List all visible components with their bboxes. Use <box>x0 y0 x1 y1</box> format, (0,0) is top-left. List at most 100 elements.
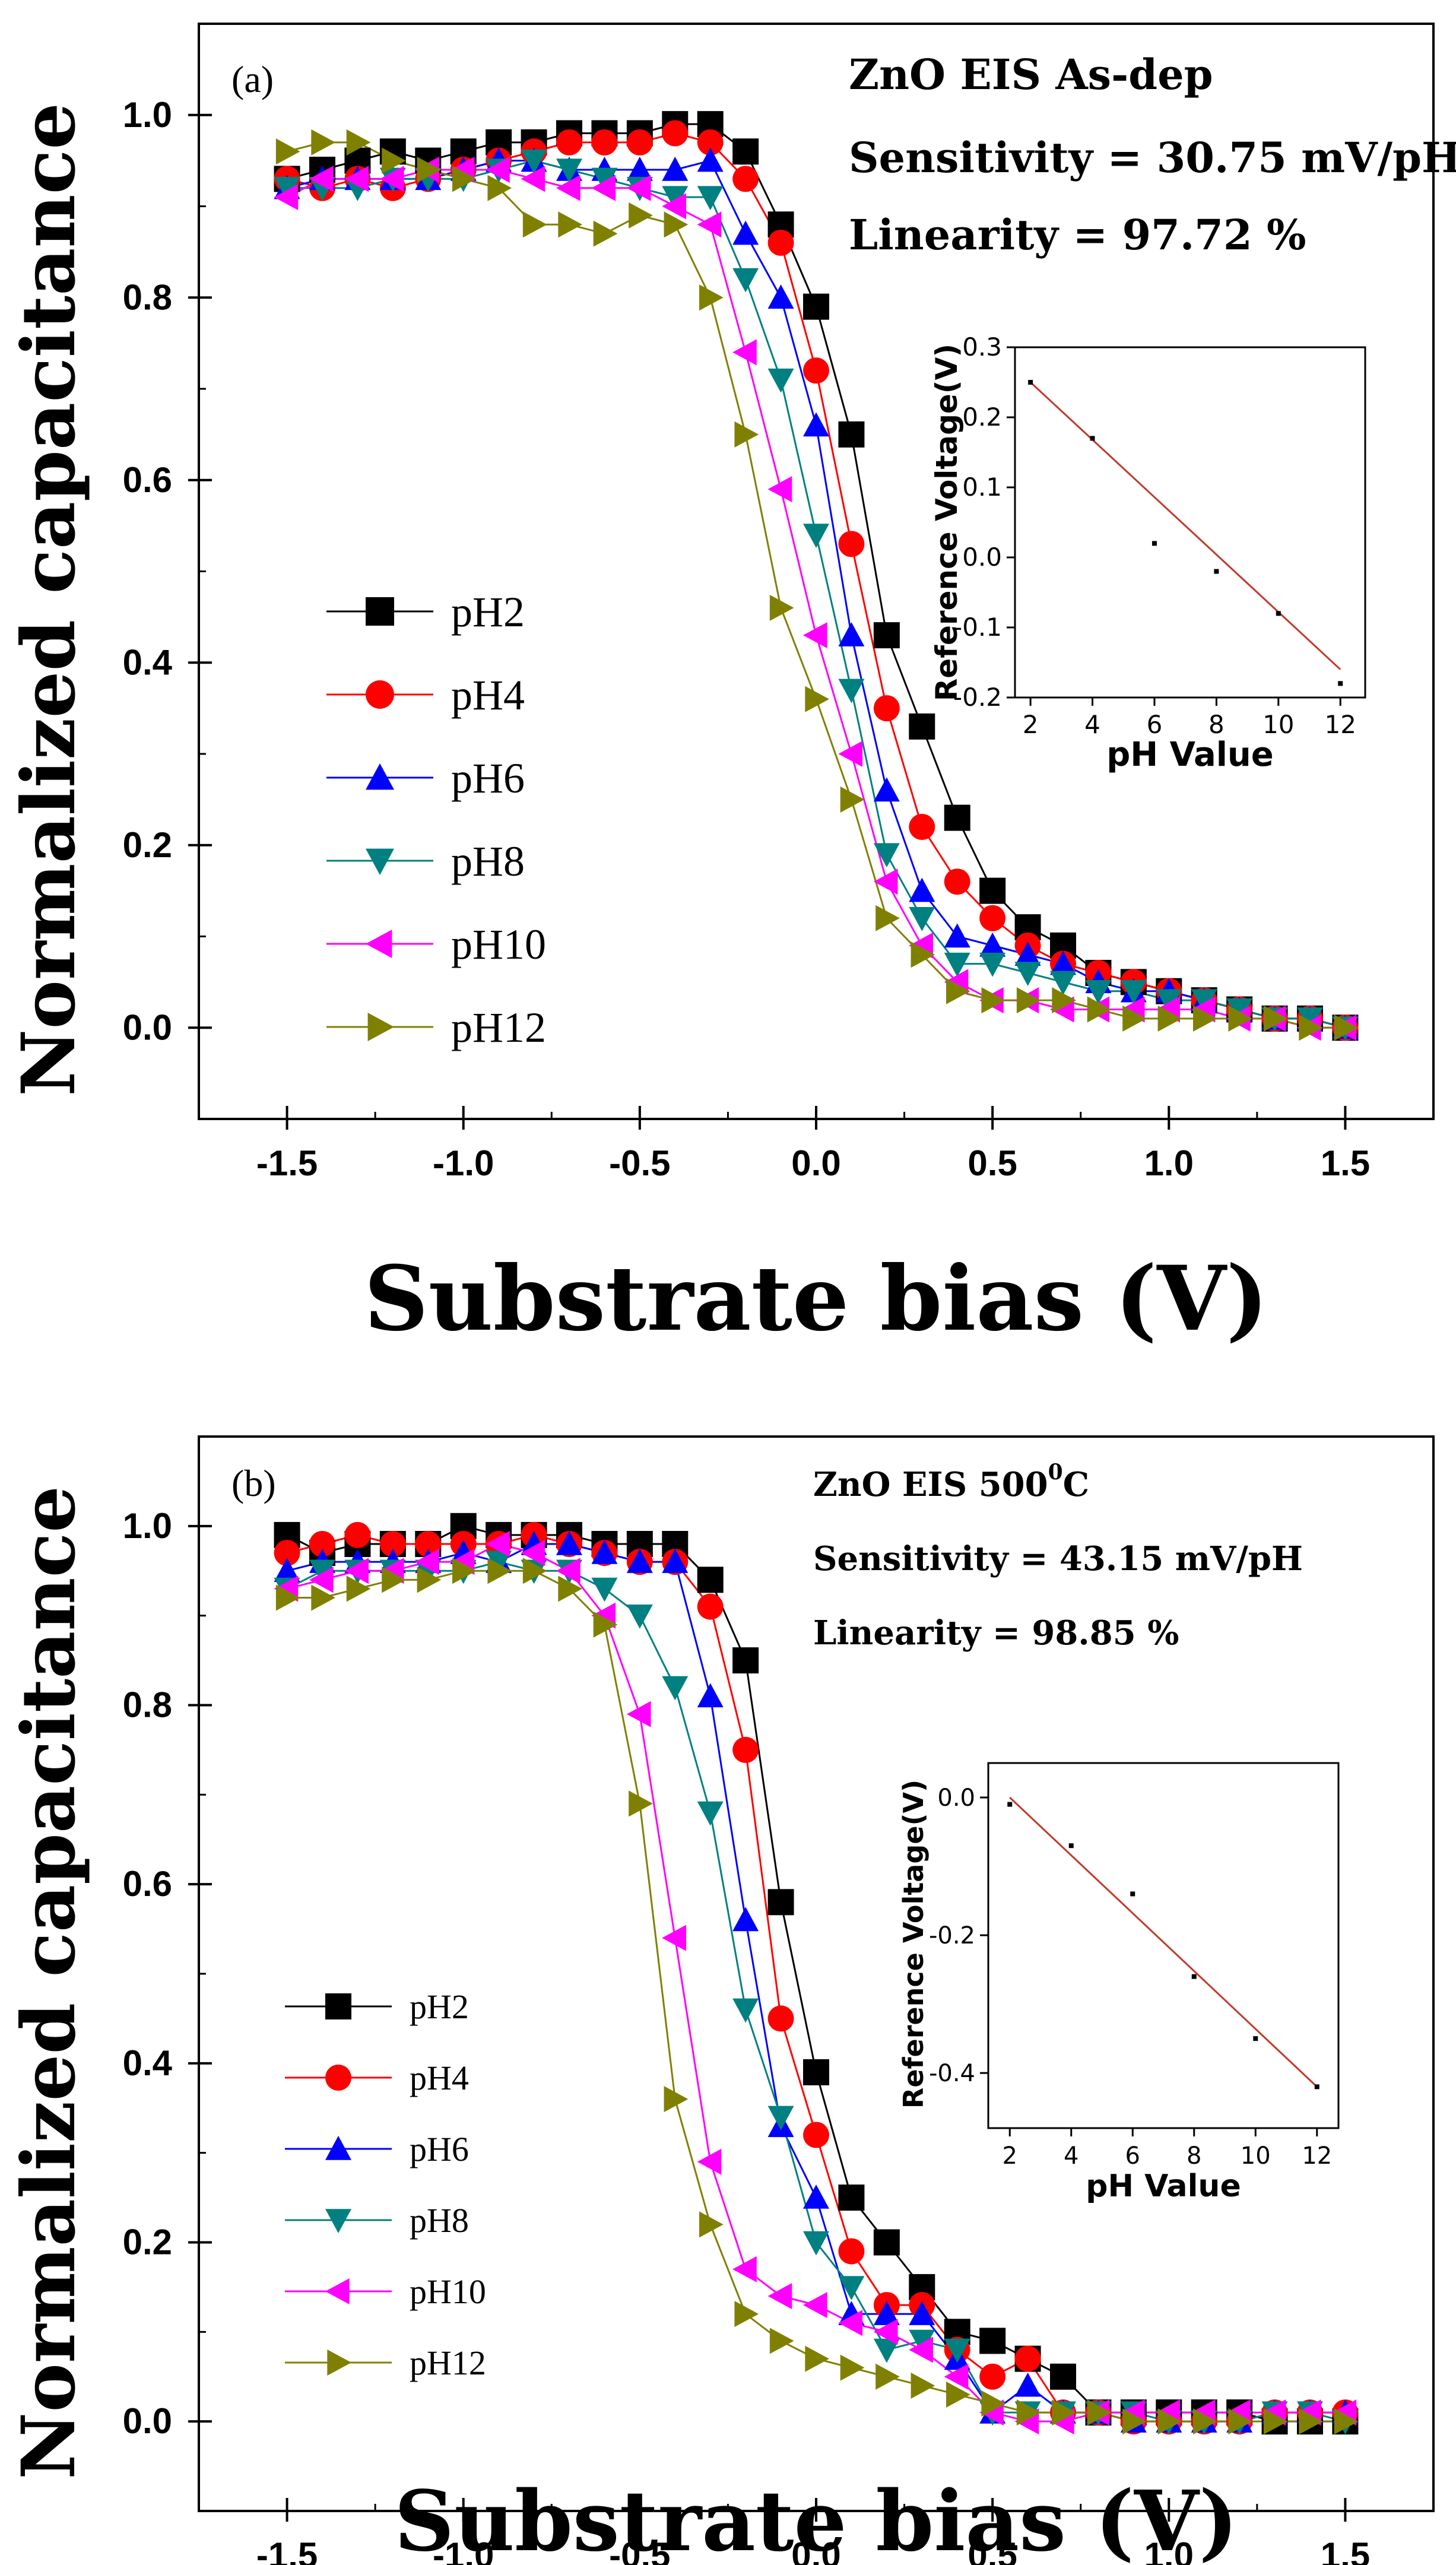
data-point-pH4 <box>662 120 689 147</box>
data-point-pH6 <box>556 1531 582 1555</box>
data-point-pH10 <box>873 868 898 895</box>
data-point-pH2 <box>873 2229 900 2256</box>
data-point-pH8 <box>309 1559 335 1584</box>
y-tick-label: 1.0 <box>123 95 172 135</box>
y-tick-label: 0.4 <box>123 642 173 682</box>
data-point-pH10 <box>274 184 299 211</box>
data-point-pH6 <box>873 777 900 802</box>
data-point-pH4 <box>344 1521 371 1548</box>
data-point-pH12 <box>1157 2408 1182 2435</box>
data-point-pH12 <box>558 211 582 238</box>
y-tick-label: 0.0 <box>123 1007 172 1047</box>
title-superscript: 0 <box>1048 1460 1063 1485</box>
data-point-pH10 <box>697 211 722 238</box>
data-point-pH12 <box>1016 987 1041 1014</box>
data-point-pH8 <box>732 1998 759 2023</box>
data-point-pH2 <box>979 2328 1006 2354</box>
data-point-pH12 <box>417 1567 442 1593</box>
linearity-annotation: Linearity = 97.72 % <box>849 210 1306 259</box>
legend-label: pH2 <box>410 1987 469 2026</box>
data-point-pH2 <box>732 1647 759 1674</box>
data-point-pH4 <box>767 230 794 256</box>
legend-marker-pH4 <box>325 2065 351 2091</box>
data-point-pH12 <box>346 1575 371 1602</box>
inset-y-tick-label: 0.2 <box>962 402 1002 432</box>
data-point-pH12 <box>1122 1005 1147 1032</box>
data-point-pH4 <box>944 868 970 895</box>
inset-y-label: Reference Voltage(V) <box>897 1780 930 2109</box>
data-point-pH12 <box>1263 2408 1288 2435</box>
data-point-pH12 <box>382 1567 406 1593</box>
data-point-pH10 <box>521 1540 545 1567</box>
legend-label: pH10 <box>410 2272 486 2311</box>
data-point-pH6 <box>944 923 970 948</box>
data-point-pH2 <box>944 804 970 831</box>
data-point-pH2 <box>979 877 1006 904</box>
data-point-pH12 <box>1157 1005 1182 1032</box>
data-point-pH2 <box>803 293 829 320</box>
data-point-pH12 <box>911 2372 935 2399</box>
data-point-pH4 <box>803 357 829 384</box>
data-point-pH12 <box>1122 2408 1147 2435</box>
data-point-pH8 <box>591 1577 618 1602</box>
legend: pH2 pH4 pH6 pH8 pH10 pH12 <box>326 588 546 1051</box>
inset-x-tick-label: 12 <box>1325 710 1356 739</box>
inset-data-point <box>1314 2084 1319 2090</box>
legend-item: pH12 <box>326 1004 546 1051</box>
inset-y-label: Reference Voltage(V) <box>930 344 964 701</box>
data-point-pH2 <box>909 713 935 740</box>
inset-data-point <box>1130 1891 1135 1897</box>
inset-data-point <box>1028 380 1033 385</box>
legend-label: pH2 <box>451 588 525 636</box>
data-point-pH12 <box>558 1575 582 1602</box>
x-tick-label: -1.0 <box>433 1143 494 1183</box>
data-point-pH2 <box>803 2059 829 2085</box>
data-point-pH6 <box>732 220 759 245</box>
data-point-pH12 <box>734 2301 759 2328</box>
data-point-pH12 <box>769 2328 794 2354</box>
data-point-pH4 <box>697 129 724 156</box>
data-point-pH6 <box>732 1907 759 1932</box>
data-point-pH6 <box>838 622 865 646</box>
inset-y-tick-label: 0.1 <box>962 473 1002 502</box>
data-point-pH12 <box>981 987 1006 1014</box>
legend-label: pH12 <box>451 1004 546 1051</box>
data-point-pH8 <box>486 1551 512 1575</box>
data-point-pH4 <box>838 2238 865 2265</box>
data-point-pH12 <box>593 220 618 247</box>
x-tick-label: 0.5 <box>968 2535 1017 2565</box>
data-point-pH4 <box>697 1593 724 1620</box>
data-point-pH8 <box>979 952 1006 977</box>
data-point-pH8 <box>873 843 900 868</box>
data-point-pH8 <box>1014 962 1041 986</box>
inset-fit-line <box>1009 1796 1318 2088</box>
data-point-pH12 <box>1087 2399 1112 2426</box>
inset-x-tick-label: 8 <box>1208 710 1225 739</box>
y-tick-label: 0.6 <box>123 460 172 500</box>
data-point-pH10 <box>309 166 334 192</box>
inset-x-tick-label: 4 <box>1064 2142 1078 2170</box>
legend-label: pH4 <box>410 2059 469 2097</box>
inset-x-tick-label: 8 <box>1187 2142 1201 2170</box>
legend-label: pH6 <box>410 2130 469 2168</box>
inset-x-tick-label: 6 <box>1147 710 1163 739</box>
inset-y-tick-label: -0.2 <box>953 683 1002 712</box>
data-point-pH6 <box>803 2184 829 2209</box>
data-point-pH6 <box>697 1683 724 1708</box>
data-point-pH12 <box>699 2211 724 2238</box>
inset-y-tick-label: 0.0 <box>937 1784 975 1812</box>
data-point-pH12 <box>805 2345 829 2372</box>
data-point-pH10 <box>556 175 581 201</box>
panel-label: (a) <box>231 58 274 100</box>
data-point-pH12 <box>275 1584 300 1611</box>
y-axis-title: Normalized capacitance <box>6 1486 92 2480</box>
data-point-pH8 <box>838 678 865 703</box>
data-point-pH12 <box>311 129 335 156</box>
legend-label: pH4 <box>451 671 525 719</box>
data-point-pH4 <box>838 531 865 557</box>
legend-marker-pH8 <box>366 848 394 875</box>
legend-item: pH2 <box>326 588 525 636</box>
data-point-pH2 <box>732 138 759 165</box>
legend-item: pH10 <box>285 2272 486 2311</box>
data-point-pH6 <box>909 2301 935 2325</box>
